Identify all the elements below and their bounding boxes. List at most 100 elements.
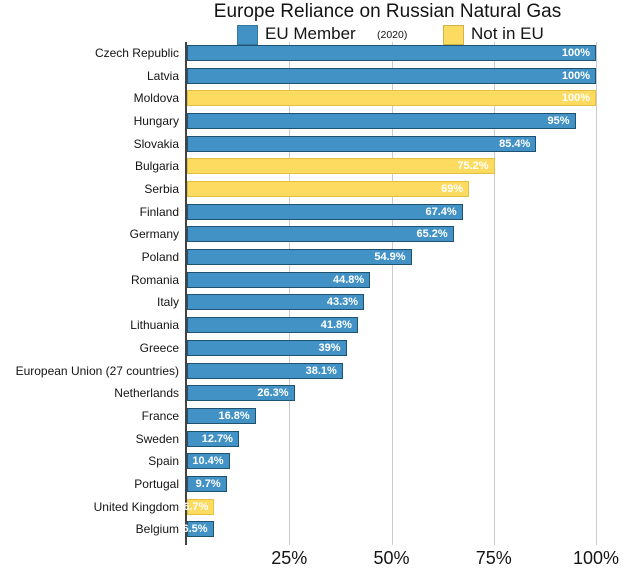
category-label: Italy <box>156 295 179 310</box>
bar-eu-member: 65.2% <box>187 226 454 243</box>
bar-eu-member: 16.8% <box>187 407 256 424</box>
bar-value-label: 65.2% <box>416 228 448 241</box>
bar-eu-member: 6.5% <box>183 521 214 538</box>
legend-swatch-not-eu <box>443 25 464 45</box>
gridline <box>391 42 393 545</box>
bar-eu-member: 10.4% <box>187 453 230 470</box>
category-label: France <box>141 408 179 423</box>
bar-row: Romania 44.8% <box>0 271 623 288</box>
category-label: Latvia <box>146 68 179 83</box>
bar-row: Germany 65.2% <box>0 226 623 243</box>
bar-row: Sweden 12.7% <box>0 430 623 447</box>
bar-eu-member: 39% <box>187 339 347 356</box>
bar-eu-member: 9.7% <box>187 475 227 492</box>
bar-value-label: 69% <box>441 183 464 196</box>
bar-row: France 16.8% <box>0 407 623 424</box>
category-label: Netherlands <box>114 386 179 401</box>
category-label: Romania <box>130 272 179 287</box>
category-label: Germany <box>129 227 179 242</box>
bar-value-label: 9.7% <box>195 477 221 490</box>
bar-row: Portugal 9.7% <box>0 475 623 492</box>
bar-value-label: 67.4% <box>425 205 457 218</box>
bar-value-label: 6.7% <box>183 500 209 513</box>
bar-row: Hungary 95% <box>0 113 623 130</box>
bar-eu-member: 100% <box>187 67 596 84</box>
bar-row: Belgium 6.5% <box>0 521 623 538</box>
bar-eu-member: 38.1% <box>187 362 343 379</box>
bar-row: Poland 54.9% <box>0 249 623 266</box>
category-label: Poland <box>141 250 179 265</box>
bar-value-label: 38.1% <box>305 364 337 377</box>
category-label: Belgium <box>135 522 179 537</box>
legend-swatch-eu-member <box>237 25 258 45</box>
x-tick-label: 50% <box>373 548 410 568</box>
bar-eu-member: 41.8% <box>187 317 358 334</box>
bar-row: Lithuania 41.8% <box>0 317 623 334</box>
category-label: Serbia <box>144 182 179 197</box>
bar-row: Greece 39% <box>0 339 623 356</box>
bar-eu-member: 100% <box>187 45 596 61</box>
legend-label-eu-member: EU Member <box>265 24 356 43</box>
bar-value-label: 100% <box>561 92 590 105</box>
bar-value-label: 54.9% <box>374 251 406 264</box>
category-label: United Kingdom <box>93 499 179 514</box>
category-label: Sweden <box>135 431 179 446</box>
chart-title: Europe Reliance on Russian Natural Gas <box>213 1 562 22</box>
bar-not-eu: 100% <box>187 90 596 107</box>
bar-value-label: 10.4% <box>192 455 224 468</box>
bar-value-label: 6.5% <box>182 523 208 536</box>
bar-value-label: 43.3% <box>326 296 359 309</box>
x-tick-label: 75% <box>475 548 512 568</box>
category-label: European Union (27 countries) <box>15 363 179 378</box>
bar-eu-member: 95% <box>187 113 576 130</box>
bar-value-label: 100% <box>561 47 590 59</box>
bar-not-eu: 75.2% <box>187 158 495 175</box>
bar-value-label: 100% <box>561 69 590 82</box>
category-label: Greece <box>139 340 179 355</box>
gridline <box>493 42 495 545</box>
bar-eu-member: 54.9% <box>187 249 412 266</box>
bar-row: Czech Republic 100% <box>0 45 623 61</box>
gridline <box>289 42 291 545</box>
bar-value-label: 95% <box>547 115 570 128</box>
bar-value-label: 16.8% <box>218 409 250 422</box>
bar-value-label: 75.2% <box>457 160 489 173</box>
bar-not-eu: 69% <box>187 181 470 198</box>
y-axis-line <box>185 42 187 545</box>
bar-value-label: 44.8% <box>333 273 365 286</box>
bar-eu-member: 67.4% <box>187 203 463 220</box>
chart-subtitle: (2020) <box>377 29 408 41</box>
category-label: Finland <box>139 204 179 219</box>
bar-row: Latvia 100% <box>0 67 623 84</box>
category-label: Portugal <box>134 476 179 491</box>
bar-eu-member: 26.3% <box>187 385 295 402</box>
bar-row: Netherlands 26.3% <box>0 385 623 402</box>
bar-value-label: 12.7% <box>201 432 233 445</box>
bar-eu-member: 43.3% <box>187 294 365 311</box>
bar-eu-member: 12.7% <box>187 430 239 447</box>
bar-row: Bulgaria 75.2% <box>0 158 623 175</box>
category-label: Slovakia <box>133 136 179 151</box>
category-label: Lithuania <box>130 318 179 333</box>
x-tick-label: 100% <box>572 548 620 568</box>
bar-value-label: 39% <box>318 341 341 354</box>
x-tick-label: 25% <box>271 548 308 568</box>
category-label: Hungary <box>133 114 179 129</box>
bar-eu-member: 44.8% <box>187 271 371 288</box>
bar-row: European Union (27 countries) 38.1% <box>0 362 623 379</box>
category-label: Spain <box>148 454 179 469</box>
category-label: Moldova <box>133 91 179 106</box>
category-label: Czech Republic <box>94 46 179 60</box>
bar-row: Italy 43.3% <box>0 294 623 311</box>
bar-row: Moldova 100% <box>0 90 623 107</box>
gridline <box>596 42 597 545</box>
bar-value-label: 85.4% <box>499 137 531 150</box>
bar-row: Spain 10.4% <box>0 453 623 470</box>
bar-row: Serbia 69% <box>0 181 623 198</box>
bar-row: Finland 67.4% <box>0 203 623 220</box>
bar-row: Slovakia 85.4% <box>0 135 623 152</box>
bar-value-label: 41.8% <box>320 319 352 332</box>
legend-label-not-eu: Not in EU <box>471 24 544 43</box>
bar-value-label: 26.3% <box>257 387 289 400</box>
